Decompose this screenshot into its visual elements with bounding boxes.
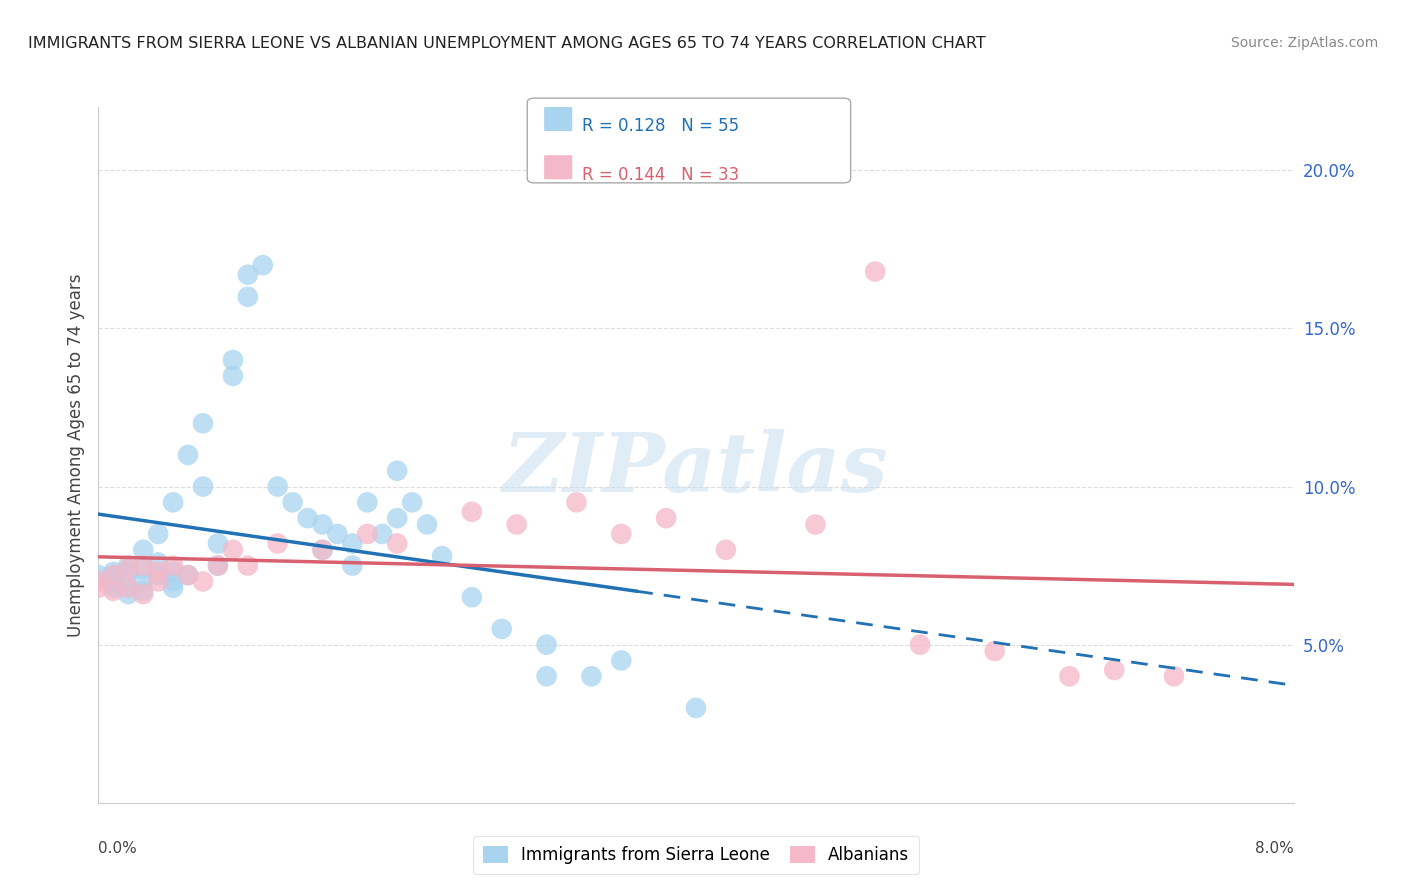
Point [177,448,200,462]
Point [416,517,439,532]
Point [191,574,214,589]
Point [103,568,125,582]
Point [236,558,259,573]
Point [908,638,931,652]
Point [506,517,529,532]
Text: R = 0.128   N = 55: R = 0.128 N = 55 [582,117,740,135]
Point [267,479,290,493]
Point [117,562,139,576]
Point [103,577,125,591]
Point [311,517,333,532]
Point [132,542,155,557]
Point [117,558,139,573]
Point [117,565,139,579]
Point [536,669,558,683]
Point [162,558,184,573]
Text: R = 0.144   N = 33: R = 0.144 N = 33 [582,166,740,184]
Point [804,517,827,532]
Point [148,565,170,579]
Point [103,568,125,582]
Point [191,417,214,431]
Point [222,353,245,368]
Point [117,587,139,601]
Point [117,581,139,595]
Point [87,574,110,589]
Point [581,669,603,683]
Point [87,568,110,582]
Point [222,368,245,383]
Point [148,527,170,541]
Point [148,574,170,589]
Point [385,511,409,525]
Text: Source: ZipAtlas.com: Source: ZipAtlas.com [1230,36,1378,50]
Point [162,581,184,595]
Point [252,258,274,272]
Point [655,511,678,525]
Point [222,542,245,557]
Point [132,562,155,576]
Point [148,568,170,582]
Point [461,591,484,605]
Point [207,558,229,573]
Point [162,565,184,579]
Point [401,495,423,509]
Text: IMMIGRANTS FROM SIERRA LEONE VS ALBANIAN UNEMPLOYMENT AMONG AGES 65 TO 74 YEARS : IMMIGRANTS FROM SIERRA LEONE VS ALBANIAN… [28,36,986,51]
Point [207,536,229,550]
Point [342,536,364,550]
Text: ZIPatlas: ZIPatlas [503,429,889,508]
Point [356,527,378,541]
Point [148,556,170,570]
Y-axis label: Unemployment Among Ages 65 to 74 years: Unemployment Among Ages 65 to 74 years [66,273,84,637]
Point [281,495,304,509]
Point [385,536,409,550]
Point [430,549,453,563]
Point [103,583,125,598]
Point [103,581,125,595]
Point [103,571,125,585]
Point [236,268,259,282]
Point [326,527,349,541]
Point [371,527,394,541]
Point [610,527,633,541]
Point [342,558,364,573]
Text: 8.0%: 8.0% [1254,841,1294,856]
Point [311,542,333,557]
Point [162,495,184,509]
Point [491,622,513,636]
Text: 0.0%: 0.0% [98,841,138,856]
Legend: Immigrants from Sierra Leone, Albanians: Immigrants from Sierra Leone, Albanians [472,837,920,874]
Point [132,574,155,589]
Point [461,505,484,519]
Point [1104,663,1126,677]
Point [984,644,1007,658]
Point [536,638,558,652]
Point [385,464,409,478]
Point [177,568,200,582]
Point [1059,669,1081,683]
Point [714,542,737,557]
Point [132,587,155,601]
Point [1163,669,1185,683]
Point [177,568,200,582]
Point [87,574,110,589]
Point [565,495,588,509]
Point [865,264,887,278]
Point [267,536,290,550]
Point [207,558,229,573]
Point [236,290,259,304]
Point [132,558,155,573]
Point [117,581,139,595]
Point [356,495,378,509]
Point [297,511,319,525]
Point [87,581,110,595]
Point [103,565,125,579]
Point [162,574,184,589]
Point [610,653,633,667]
Point [132,583,155,598]
Point [685,701,707,715]
Point [311,542,333,557]
Point [191,479,214,493]
